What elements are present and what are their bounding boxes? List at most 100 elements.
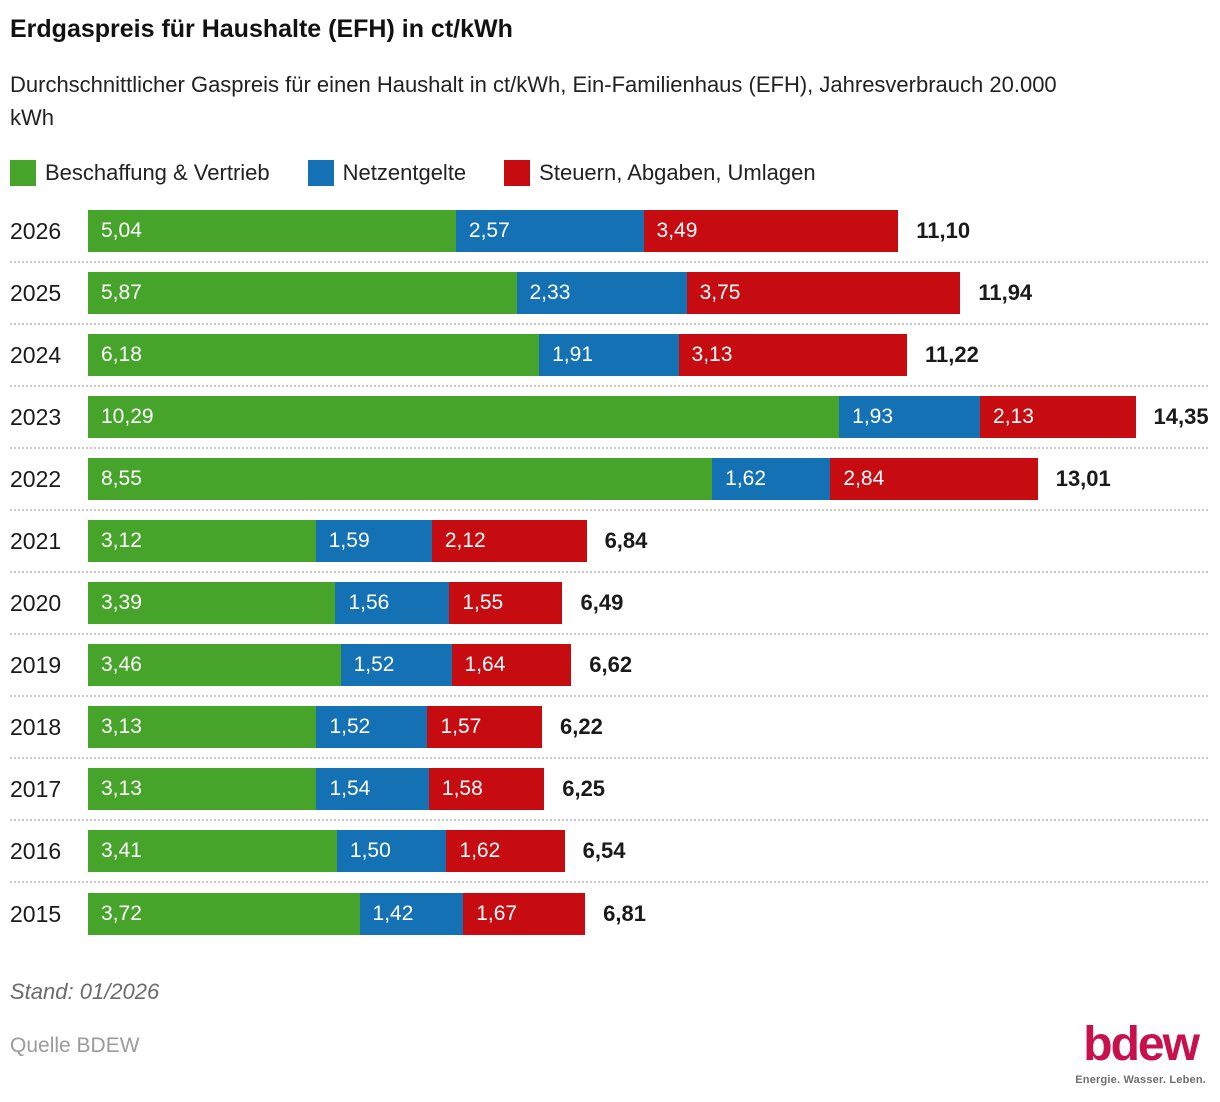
- segment-value-label: 1,59: [328, 529, 370, 552]
- segment-value-label: 1,50: [349, 839, 391, 862]
- segment-value-label: 1,62: [725, 467, 767, 490]
- total-label: 6,22: [560, 714, 603, 739]
- bar-segment-beschaffung-vertrieb: 8,55: [88, 458, 713, 500]
- bdew-logo: bdew Energie. Wasser. Leben.: [1075, 1018, 1206, 1087]
- stacked-bar-2023: 10,29 1,93 2,13: [88, 396, 1136, 438]
- year-label: 2015: [10, 900, 62, 927]
- total-label: 11,22: [925, 342, 979, 367]
- year-label: 2016: [10, 837, 62, 864]
- segment-value-label: 3,13: [101, 715, 142, 738]
- year-label: 2020: [10, 589, 62, 616]
- bar-segment-beschaffung-vertrieb: 6,18: [88, 334, 540, 376]
- year-label: 2019: [10, 651, 62, 678]
- segment-value-label: 10,29: [101, 405, 154, 428]
- total-label: 11,10: [916, 218, 971, 243]
- stacked-bar-2016: 3,41 1,50 1,62: [88, 830, 565, 872]
- chart-row-2021: 2021 3,12 1,59 2,12 6,84: [10, 511, 1208, 573]
- bar-segment-steuern-abgaben-umlagen: 3,49: [643, 210, 899, 252]
- segment-value-label: 1,55: [462, 591, 504, 614]
- bar-segment-steuern-abgaben-umlagen: 1,64: [451, 644, 572, 686]
- year-label: 2022: [10, 465, 62, 492]
- chart-row-2016: 2016 3,41 1,50 1,62 6,54: [10, 821, 1208, 883]
- bar-segment-netzentgelte: 2,57: [455, 210, 644, 252]
- legend-swatch-beschaffung-vertrieb: [10, 160, 36, 186]
- bar-segment-netzentgelte: 1,59: [315, 520, 432, 562]
- year-label: 2025: [10, 279, 62, 306]
- chart-subtitle: Durchschnittlicher Gaspreis für einen Ha…: [10, 72, 1057, 130]
- chart-row-2023: 2023 10,29 1,93 2,13 14,35: [10, 387, 1209, 449]
- stacked-bar-2026: 5,04 2,57 3,49: [88, 210, 899, 252]
- year-label: 2018: [10, 713, 62, 740]
- segment-value-label: 3,39: [101, 591, 142, 614]
- segment-value-label: 8,55: [101, 467, 142, 490]
- page: Erdgaspreis für Haushalte (EFH) in ct/kW…: [10, 15, 1209, 1057]
- legend-swatch-steuern-abgaben-umlagen: [504, 160, 531, 186]
- chart-row-2022: 2022 8,55 1,62 2,84 13,01: [10, 449, 1208, 511]
- bar-segment-steuern-abgaben-umlagen: 1,67: [463, 893, 586, 935]
- segment-value-label: 1,67: [476, 902, 518, 925]
- total-label: 11,94: [978, 280, 1033, 305]
- legend-item-steuern-abgaben-umlagen: Steuern, Abgaben, Umlagen: [504, 160, 816, 186]
- bar-segment-steuern-abgaben-umlagen: 2,84: [830, 458, 1038, 500]
- stacked-bar-2017: 3,13 1,54 1,58: [88, 768, 545, 810]
- stacked-bar-2022: 8,55 1,62 2,84: [88, 458, 1038, 500]
- segment-value-label: 3,46: [101, 653, 142, 676]
- stand-note: Stand: 01/2026: [10, 979, 160, 1004]
- total-label: 6,62: [589, 652, 633, 677]
- bar-segment-steuern-abgaben-umlagen: 1,57: [427, 706, 543, 748]
- bar-segment-netzentgelte: 1,91: [539, 334, 679, 376]
- segment-value-label: 1,54: [329, 777, 371, 800]
- legend-swatch-netzentgelte: [307, 160, 334, 186]
- year-label: 2021: [10, 527, 62, 554]
- bar-segment-beschaffung-vertrieb: 3,46: [88, 644, 341, 686]
- bar-segment-beschaffung-vertrieb: 5,04: [88, 210, 456, 252]
- bar-segment-beschaffung-vertrieb: 5,87: [88, 272, 517, 314]
- bar-segment-steuern-abgaben-umlagen: 1,62: [446, 830, 565, 872]
- bdew-logo-text: bdew: [1083, 1018, 1200, 1071]
- segment-value-label: 1,52: [329, 715, 371, 738]
- chart-title: Erdgaspreis für Haushalte (EFH) in ct/kW…: [10, 15, 513, 43]
- segment-value-label: 1,91: [552, 343, 593, 366]
- legend-item-beschaffung-vertrieb: Beschaffung & Vertrieb: [10, 160, 270, 186]
- bar-segment-steuern-abgaben-umlagen: 1,58: [428, 768, 545, 810]
- stacked-bar-2020: 3,39 1,56 1,55: [88, 582, 563, 624]
- bar-segment-beschaffung-vertrieb: 3,13: [88, 768, 317, 810]
- legend: Beschaffung & Vertrieb Netzentgelte Steu…: [10, 160, 1208, 186]
- bar-segment-netzentgelte: 1,93: [839, 396, 981, 438]
- legend-label-netzentgelte: Netzentgelte: [342, 160, 467, 185]
- segment-value-label: 3,13: [691, 343, 733, 366]
- chart-row-2020: 2020 3,39 1,56 1,55 6,49: [10, 573, 1208, 635]
- source-note: Quelle BDEW: [10, 1034, 140, 1057]
- bar-segment-beschaffung-vertrieb: 3,39: [88, 582, 336, 624]
- chart-row-2017: 2017 3,13 1,54 1,58 6,25: [10, 759, 1208, 821]
- chart-rows: 2026 5,04 2,57 3,49 11,10 2025 5,87 2,33 3,75 11,…: [10, 201, 1209, 945]
- stacked-bar-2018: 3,13 1,52 1,57: [88, 706, 543, 748]
- total-label: 6,54: [582, 838, 626, 863]
- segment-value-label: 2,33: [529, 281, 571, 304]
- segment-value-label: 1,52: [353, 653, 395, 676]
- total-label: 6,84: [604, 528, 648, 553]
- total-label: 14,35: [1153, 404, 1209, 429]
- segment-value-label: 2,13: [993, 405, 1034, 428]
- segment-value-label: 1,57: [440, 715, 482, 738]
- segment-value-label: 1,93: [852, 405, 894, 428]
- chart-row-2018: 2018 3,13 1,52 1,57 6,22: [10, 697, 1208, 759]
- chart-row-2019: 2019 3,46 1,52 1,64 6,62: [10, 635, 1208, 697]
- total-label: 6,25: [562, 776, 606, 801]
- segment-value-label: 2,84: [843, 467, 885, 490]
- legend-item-netzentgelte: Netzentgelte: [307, 160, 467, 186]
- bar-segment-netzentgelte: 1,54: [316, 768, 429, 810]
- legend-label-steuern-abgaben-umlagen: Steuern, Abgaben, Umlagen: [539, 160, 816, 185]
- bar-segment-steuern-abgaben-umlagen: 3,13: [678, 334, 908, 376]
- segment-value-label: 1,62: [459, 839, 501, 862]
- bar-segment-netzentgelte: 1,50: [336, 830, 447, 872]
- segment-value-label: 5,04: [101, 219, 142, 242]
- segment-value-label: 2,12: [444, 529, 486, 552]
- stacked-bar-2021: 3,12 1,59 2,12: [88, 520, 587, 562]
- bar-segment-steuern-abgaben-umlagen: 3,75: [686, 272, 961, 314]
- bar-segment-beschaffung-vertrieb: 10,29: [88, 396, 840, 438]
- bar-segment-beschaffung-vertrieb: 3,41: [88, 830, 337, 872]
- segment-value-label: 1,56: [348, 591, 390, 614]
- bar-segment-netzentgelte: 2,33: [516, 272, 687, 314]
- bar-segment-netzentgelte: 1,42: [359, 893, 464, 935]
